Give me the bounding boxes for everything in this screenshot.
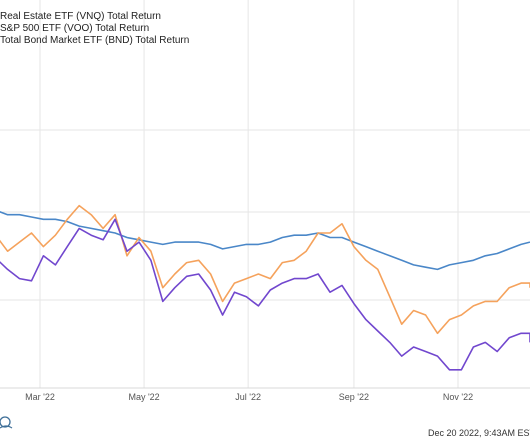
chart-series-lines <box>0 204 530 371</box>
legend-entry-vnq: Real Estate ETF (VNQ) Total Return <box>0 11 161 22</box>
chart-grid <box>0 0 530 388</box>
series-line-vnq <box>0 218 530 371</box>
footer-timestamp: Dec 20 2022, 9:43AM EST. Powered by <box>428 428 530 438</box>
x-tick-label: Mar '22 <box>25 392 55 402</box>
series-line-voo <box>0 204 530 335</box>
x-tick-label: Sep '22 <box>339 392 369 402</box>
footer: Dec 20 2022, 9:43AM EST. Powered by <box>0 416 530 438</box>
x-tick-label: Jul '22 <box>235 392 261 402</box>
ycharts-logo-icon <box>0 416 13 429</box>
series-line-bnd <box>0 210 530 271</box>
legend-entry-bnd: Total Bond Market ETF (BND) Total Return <box>0 35 189 46</box>
x-tick-label: Nov '22 <box>443 392 473 402</box>
legend-entry-voo: S&P 500 ETF (VOO) Total Return <box>0 23 149 34</box>
x-axis-ticks: Mar '22 May '22 Jul '22 Sep '22 Nov '22 <box>25 392 473 402</box>
x-tick-label: May '22 <box>128 392 159 402</box>
